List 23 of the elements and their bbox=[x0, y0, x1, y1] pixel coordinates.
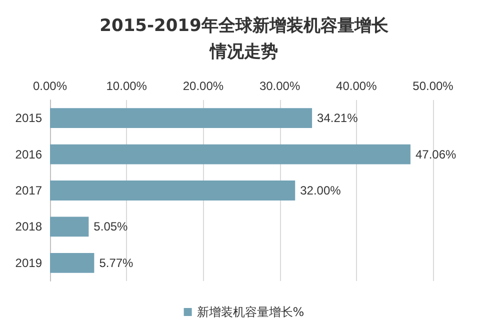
y-tick-label: 2017 bbox=[15, 184, 42, 198]
x-tick-label: 0.00% bbox=[32, 79, 68, 93]
data-label: 32.00% bbox=[300, 184, 342, 198]
data-label: 5.77% bbox=[99, 256, 134, 270]
bar bbox=[50, 252, 94, 273]
data-label: 5.05% bbox=[94, 220, 128, 234]
x-tick-label: 40.00% bbox=[336, 79, 378, 93]
data-label: 47.06% bbox=[415, 147, 457, 162]
y-tick-label: 2019 bbox=[15, 256, 42, 270]
x-tick-label: 20.00% bbox=[182, 79, 224, 93]
bar bbox=[50, 108, 312, 128]
x-tick-label: 10.00% bbox=[106, 79, 148, 93]
data-label: 34.21% bbox=[317, 111, 358, 126]
bar bbox=[50, 180, 296, 200]
y-tick-label: 2016 bbox=[15, 147, 42, 162]
x-tick-label: 30.00% bbox=[259, 79, 300, 93]
x-tick-label: 50.00% bbox=[412, 79, 454, 93]
legend-label: 新增装机容量增长% bbox=[196, 305, 304, 319]
chart-title: 2015-2019年全球新增装机容量增长情况走势 bbox=[100, 16, 390, 62]
bar bbox=[50, 144, 410, 164]
y-tick-label: 2018 bbox=[15, 220, 42, 234]
bar bbox=[50, 216, 89, 237]
y-tick-label: 2015 bbox=[15, 111, 42, 126]
